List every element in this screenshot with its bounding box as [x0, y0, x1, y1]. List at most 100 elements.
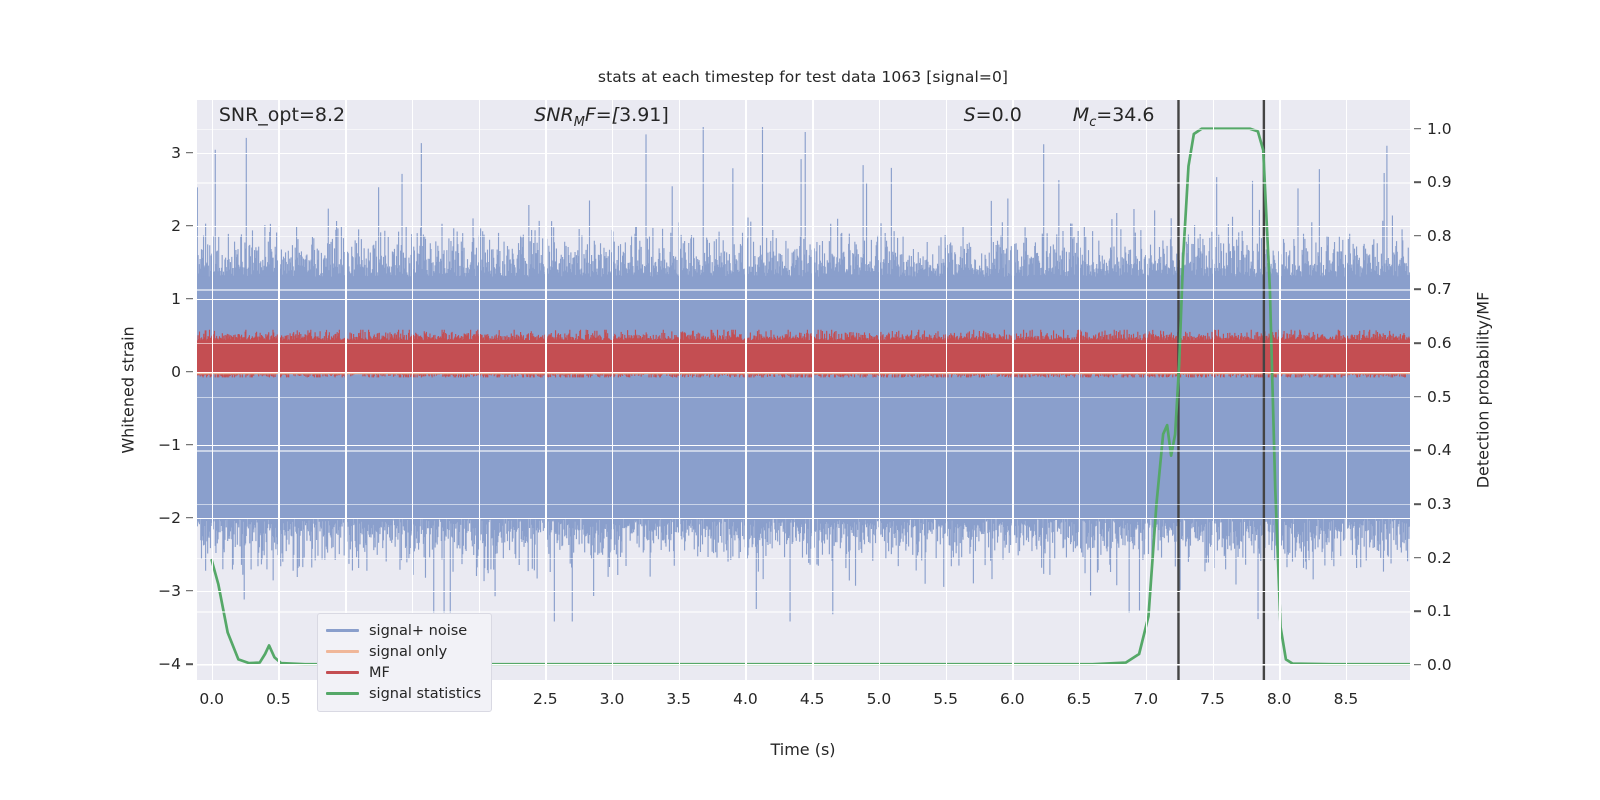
- y-axis-left-tick-label: −3: [158, 581, 181, 600]
- gridline-vertical: [1345, 100, 1348, 680]
- x-axis-tick-label: 8.5: [1333, 690, 1359, 708]
- annotation-snr-mf-subscript: M: [573, 114, 585, 130]
- gridline-vertical: [1012, 100, 1014, 680]
- y-axis-right-tick-label: 0.8: [1427, 226, 1452, 245]
- gridline-vertical: [411, 100, 414, 680]
- gridline-vertical: [278, 100, 280, 680]
- y-axis-left-tick-mark: [186, 224, 193, 227]
- gridline-vertical: [745, 100, 747, 680]
- y-axis-right-tick-label: 1.0: [1427, 119, 1452, 138]
- y-axis-right-tick-mark: [1414, 342, 1421, 344]
- gridline-horizontal: [197, 517, 1410, 520]
- gridline-vertical: [345, 100, 347, 680]
- annotation-snr-mf-suffix: ]: [661, 104, 669, 126]
- x-axis-tick-label: 3.5: [666, 690, 692, 708]
- x-axis-tick-label: 6.0: [1000, 690, 1025, 708]
- x-axis-tick-label: 7.5: [1200, 690, 1225, 708]
- y-axis-right-tick-label: 0.3: [1427, 494, 1452, 513]
- gridline-horizontal: [197, 371, 1410, 374]
- x-axis-tick-label: 5.5: [933, 690, 958, 708]
- gridline-vertical: [612, 100, 614, 680]
- y-axis-left-tick-mark: [186, 297, 193, 300]
- y-axis-right-tick-mark: [1414, 235, 1421, 237]
- annotation-chirp-mass: Mc=34.6: [1073, 104, 1155, 130]
- gridline-vertical: [812, 100, 814, 680]
- y-axis-left-tick-label: 1: [171, 289, 181, 308]
- y-axis-right-tick-mark: [1414, 449, 1421, 452]
- plot-axes[interactable]: SNR_opt=8.2 SNRMF=[3.91] S=0.0 Mc=34.6: [197, 100, 1410, 680]
- legend-item-label: signal only: [369, 643, 448, 660]
- legend-box[interactable]: signal+ noise signal only MF signal statist…: [317, 613, 492, 712]
- plot-traces: [197, 100, 1410, 680]
- annotation-snr-opt-text: SNR_opt=: [218, 104, 315, 126]
- gridline-vertical: [1079, 100, 1081, 680]
- y-axis-left-tick-label: −4: [158, 654, 181, 673]
- y-axis-right-tick-mark: [1414, 181, 1421, 184]
- y-axis-right-tick-label: 0.0: [1427, 655, 1452, 674]
- legend-color-swatch: [326, 629, 359, 632]
- y-axis-left-tick-mark: [186, 443, 193, 446]
- y-axis-left-tick-mark: [186, 663, 193, 665]
- gridline-horizontal: [197, 444, 1410, 447]
- x-axis-tick-label: 7.0: [1133, 690, 1159, 708]
- x-axis-title: Time (s): [770, 740, 836, 759]
- annotation-snr-mf-prefix: SNR: [534, 104, 574, 126]
- annotation-s-label: S: [963, 104, 976, 126]
- x-axis-tick-label: 0.0: [199, 690, 224, 708]
- gridline-horizontal: [197, 298, 1410, 301]
- x-axis-tick-label: 3.0: [599, 690, 625, 708]
- x-axis-tick-label: 2.5: [532, 690, 558, 708]
- annotation-mc-label: M: [1072, 104, 1090, 126]
- gridline-horizontal: [197, 590, 1410, 593]
- x-axis-tick-label: 4.0: [733, 690, 758, 708]
- gridline-horizontal: [197, 225, 1410, 228]
- legend-item-2[interactable]: MF: [326, 662, 483, 683]
- y-axis-right-tick-mark: [1414, 395, 1421, 398]
- gridline-vertical: [1145, 100, 1148, 680]
- legend-color-swatch: [326, 692, 359, 695]
- x-axis-tick-label: 5.0: [866, 690, 892, 708]
- gridline-vertical: [1212, 100, 1214, 680]
- annotation-s-value: =0.0: [975, 104, 1022, 126]
- annotation-snr-mf-value: 3.91: [619, 104, 662, 126]
- y-axis-left-tick-label: 2: [171, 216, 181, 235]
- gridline-horizontal-secondary: [197, 289, 1410, 291]
- gridline-vertical: [945, 100, 947, 680]
- annotation-snr-opt-value: 8.2: [314, 104, 346, 126]
- series-mf: [197, 329, 1410, 378]
- gridline-horizontal-secondary: [197, 611, 1410, 613]
- y-axis-right-tick-mark: [1414, 663, 1421, 666]
- x-axis-tick-label: 6.5: [1066, 690, 1092, 708]
- legend-color-swatch: [326, 650, 359, 653]
- gridline-horizontal-secondary: [197, 235, 1410, 238]
- gridline-horizontal-secondary: [197, 182, 1410, 184]
- legend-item-3[interactable]: signal statistics: [326, 683, 483, 704]
- y-axis-left-tick-label: 3: [171, 143, 181, 162]
- series-signal-statistics: [210, 127, 1410, 666]
- gridline-vertical: [878, 100, 881, 680]
- y-axis-right-tick-label: 0.1: [1427, 602, 1452, 621]
- gridline-horizontal-secondary: [197, 128, 1410, 131]
- y-axis-right-tick-mark: [1414, 288, 1421, 291]
- legend-item-0[interactable]: signal+ noise: [326, 620, 483, 641]
- gridline-horizontal-secondary: [197, 503, 1410, 506]
- y-axis-left-tick-mark: [186, 590, 193, 592]
- y-axis-right-title: Detection probability/MF: [1473, 291, 1493, 489]
- gridline-vertical: [678, 100, 681, 680]
- gridline-vertical: [1279, 100, 1281, 680]
- y-axis-left-tick-mark: [186, 151, 193, 154]
- x-axis-tick-label: 0.5: [266, 690, 291, 708]
- gridline-horizontal-secondary: [197, 664, 1410, 667]
- legend-item-label: signal+ noise: [369, 622, 468, 639]
- gridline-vertical: [545, 100, 547, 680]
- legend-item-label: signal statistics: [369, 685, 482, 702]
- gridline-vertical: [478, 100, 480, 680]
- y-axis-right-tick-label: 0.9: [1427, 173, 1452, 192]
- y-axis-right-tick-mark: [1414, 556, 1421, 559]
- y-axis-left-title: Whitened strain: [118, 326, 138, 454]
- legend-item-1[interactable]: signal only: [326, 641, 483, 662]
- y-axis-right-tick-mark: [1414, 503, 1421, 505]
- annotation-s-stat: S=0.0: [964, 104, 1022, 126]
- gridline-horizontal-secondary: [197, 557, 1410, 559]
